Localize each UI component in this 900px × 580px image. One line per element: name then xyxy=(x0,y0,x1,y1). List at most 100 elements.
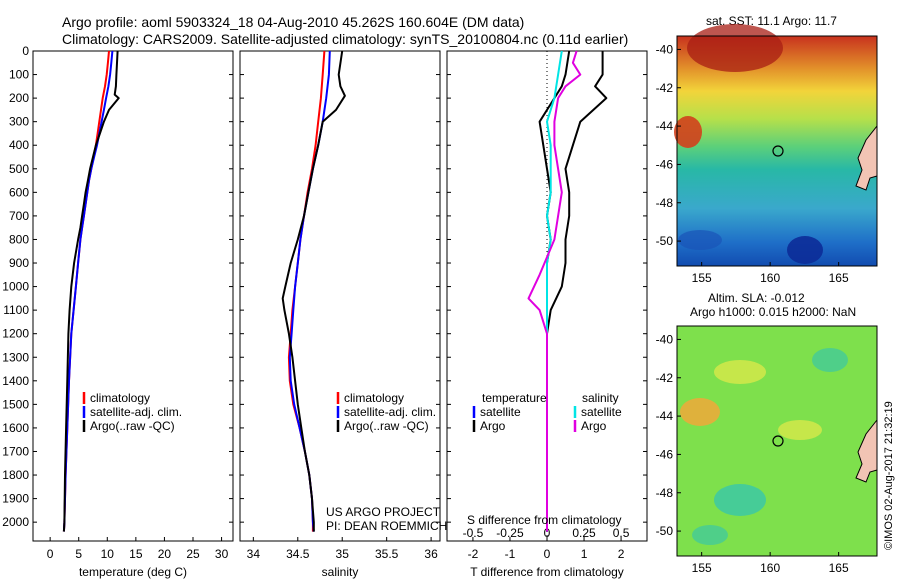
depth-tick-label: 200 xyxy=(9,91,29,105)
sla-high-patch xyxy=(680,398,720,426)
temperature-legend: climatology satellite-adj. clim. Argo(..… xyxy=(82,391,182,433)
x-tick-label: 30 xyxy=(215,547,229,561)
sst-cool-patch xyxy=(787,236,823,264)
depth-axis: 0 100 200 300 400 500 600 700 800 900 1000 1100 1200… xyxy=(2,44,647,529)
sst-map-frame xyxy=(676,35,878,267)
map-lat-tick-label: -40 xyxy=(656,332,674,346)
map-lat-tick-label: -44 xyxy=(656,119,674,133)
argo-location-marker xyxy=(772,145,784,157)
depth-tick-label: 1700 xyxy=(2,444,29,458)
sla-high-patch xyxy=(778,420,822,440)
map-lat-tick-label: -42 xyxy=(656,81,674,95)
sst-cool-patch xyxy=(678,230,722,250)
legend-label-satellite: satellite-adj. clim. xyxy=(90,405,182,419)
legend-label-climatology: climatology xyxy=(344,391,404,405)
x-tick-label: 34 xyxy=(247,547,261,561)
map-lat-tick-label: -40 xyxy=(656,42,674,56)
x-tick-label: 15 xyxy=(129,547,143,561)
depth-tick-label: 100 xyxy=(9,68,29,82)
depth-tick-label: 500 xyxy=(9,162,29,176)
s-tick-label: 0.5 xyxy=(613,526,630,540)
map-lon-tick-label: 155 xyxy=(692,561,712,575)
sla-map xyxy=(676,325,878,557)
sla-map-frame xyxy=(676,325,878,557)
salinity-plot: 34 34.5 35 35.5 36 salinity xyxy=(247,50,438,579)
map-lat-tick-label: -50 xyxy=(656,524,674,538)
legend-label-argo: Argo(..raw -QC) xyxy=(344,419,429,433)
x-axis-label: T difference from climatology xyxy=(470,565,624,579)
map-lon-tick-label: 165 xyxy=(829,561,849,575)
series-line-satellite xyxy=(288,50,331,532)
salinity-legend: climatology satellite-adj. clim. Argo(..… xyxy=(336,391,436,433)
depth-tick-label: 900 xyxy=(9,256,29,270)
x-axis-label: salinity xyxy=(322,565,359,579)
sla-low-patch xyxy=(812,348,848,372)
map-lat-tick-label: -42 xyxy=(656,371,674,385)
s-tick-label: 0 xyxy=(544,526,551,540)
legend-label-satellite: satellite-adj. clim. xyxy=(344,405,436,419)
depth-tick-label: 1000 xyxy=(2,280,29,294)
temperature-panel-frame xyxy=(32,50,234,542)
x-tick-label: 35.5 xyxy=(375,547,399,561)
depth-tick-label: 1300 xyxy=(2,350,29,364)
sla-map-title-2: Argo h1000: 0.015 h2000: NaN xyxy=(690,305,856,319)
map-lat-tick-label: -48 xyxy=(656,196,674,210)
x-tick-label: 35 xyxy=(336,547,350,561)
difference-legend: temperature salinity satellite Argo sate… xyxy=(472,391,622,433)
map-lat-tick-label: -46 xyxy=(656,157,674,171)
map-lon-tick-label: 160 xyxy=(760,561,780,575)
map-lat-tick-label: -46 xyxy=(656,447,674,461)
sst-warm-patch xyxy=(687,24,783,72)
depth-tick-label: 1200 xyxy=(2,327,29,341)
map-lat-tick-label: -50 xyxy=(656,234,674,248)
sla-low-patch xyxy=(714,484,766,516)
s-tick-label: -0.5 xyxy=(463,526,484,540)
x-tick-label: 10 xyxy=(101,547,115,561)
x-tick-label: -2 xyxy=(468,547,479,561)
depth-tick-label: 800 xyxy=(9,232,29,246)
legend-label-climatology: climatology xyxy=(90,391,150,405)
series-line-satellite xyxy=(62,50,114,532)
credit-project: US ARGO PROJECT xyxy=(326,505,441,519)
new-zealand-coastline xyxy=(855,124,878,191)
x-axis-label: temperature (deg C) xyxy=(79,565,187,579)
depth-tick-label: 1500 xyxy=(2,397,29,411)
series-line-t_argo xyxy=(546,51,608,532)
temperature-plot: 0 5 10 15 20 25 30 temperature (deg C) xyxy=(47,50,229,579)
sla-low-patch xyxy=(692,525,728,545)
legend-label-s-argo: Argo xyxy=(581,419,607,433)
series-line-argo xyxy=(281,50,346,532)
depth-tick-label: 0 xyxy=(22,44,29,58)
legend-label-t-argo: Argo xyxy=(480,419,506,433)
legend-heading-salinity: salinity xyxy=(582,391,619,405)
depth-tick-label: 600 xyxy=(9,185,29,199)
s-tick-label: 0.25 xyxy=(572,526,596,540)
x-tick-label: 2 xyxy=(618,547,625,561)
depth-tick-label: 1400 xyxy=(2,374,29,388)
x-tick-label: 5 xyxy=(75,547,82,561)
x-tick-label: -1 xyxy=(505,547,516,561)
map-axes: 155 160 165 -40 -42 -44 -46 -48 -50 155 160 165 -40 -… xyxy=(656,42,849,575)
map-lon-tick-label: 155 xyxy=(692,271,712,285)
depth-tick-label: 400 xyxy=(9,138,29,152)
depth-tick-label: 1600 xyxy=(2,421,29,435)
x-tick-label: 0 xyxy=(47,547,54,561)
s-difference-label: S difference from climatology xyxy=(467,513,622,527)
series-line-argo xyxy=(62,50,120,532)
map-lat-tick-label: -48 xyxy=(656,486,674,500)
sst-map xyxy=(674,24,878,267)
x-tick-label: 1 xyxy=(581,547,588,561)
salinity-panel-frame xyxy=(239,50,441,542)
depth-tick-label: 1100 xyxy=(3,303,29,317)
x-tick-label: 20 xyxy=(158,547,172,561)
depth-tick-label: 1900 xyxy=(2,492,29,506)
series-line-s_argo xyxy=(527,50,582,532)
depth-tick-label: 300 xyxy=(9,115,29,129)
legend-label-t-satellite: satellite xyxy=(480,405,521,419)
sla-high-patch xyxy=(714,360,766,384)
difference-plot: -2 -1 0 1 2 T difference from climatology -0.5… xyxy=(463,50,630,579)
figure-title-line1: Argo profile: aoml 5903324_18 04-Aug-201… xyxy=(62,14,524,30)
new-zealand-coastline xyxy=(855,418,878,483)
sst-warm-spot xyxy=(674,116,702,148)
